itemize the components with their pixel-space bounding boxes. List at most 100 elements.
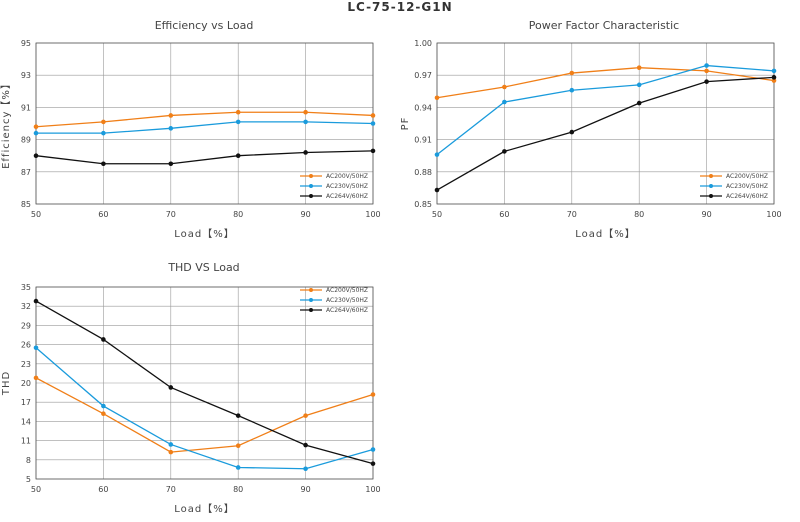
y-tick-label: 11: [21, 437, 31, 446]
data-point: [771, 68, 777, 74]
chart-title: Efficiency vs Load: [155, 19, 254, 32]
y-tick-label: 95: [21, 39, 31, 48]
x-tick-label: 50: [31, 485, 41, 494]
data-point: [33, 153, 39, 158]
y-tick-label: 23: [21, 360, 31, 369]
legend-marker: [709, 194, 713, 198]
data-point: [235, 413, 241, 418]
x-tick-label: 90: [702, 210, 712, 219]
y-tick-label: 0.97: [414, 71, 432, 80]
y-tick-label: 14: [21, 417, 31, 426]
y-tick-label: 8: [26, 456, 31, 465]
x-tick-label: 60: [98, 485, 108, 494]
x-tick-label: 90: [301, 210, 311, 219]
x-tick-label: 50: [31, 210, 41, 219]
legend-marker: [709, 174, 713, 178]
series-line: [35, 150, 374, 165]
y-tick-label: 0.88: [414, 168, 432, 177]
data-point: [569, 129, 575, 135]
chart-thd: THD VS Load 5 8 11 14 17 20 23 26 29 32 35 50 60 70 80 9…: [1, 261, 381, 515]
data-point: [33, 124, 39, 130]
chart-title: THD VS Load: [167, 261, 239, 274]
y-tick-label: 35: [21, 283, 31, 292]
plot-frame: [436, 42, 775, 205]
x-axis-label: Load【%】: [174, 228, 235, 240]
x-tick-label: 80: [233, 210, 243, 219]
y-axis-label: THD: [1, 371, 12, 396]
y-tick-label: 26: [21, 341, 31, 350]
x-axis-label: Load【%】: [174, 503, 235, 515]
y-tick-label: 87: [21, 168, 31, 177]
chart-efficiency: Efficiency vs Load 85 87 89 91 93 95 50 60 70 80 90…: [0, 19, 381, 240]
data-point: [168, 385, 174, 390]
data-point: [303, 150, 308, 155]
data-point: [33, 130, 39, 136]
y-axis-label: PF: [400, 117, 411, 131]
x-axis-label: Load【%】: [575, 228, 636, 240]
x-tick-label: 100: [365, 485, 380, 494]
legend-label: AC230V/50HZ: [326, 297, 368, 304]
legend-label: AC264V/60HZ: [726, 193, 768, 200]
data-point: [168, 113, 174, 118]
legend-marker: [709, 184, 713, 188]
x-tick-label: 80: [634, 210, 644, 219]
data-point: [704, 79, 709, 84]
plot-frame: [35, 286, 374, 480]
data-point: [771, 75, 777, 80]
y-tick-label: 91: [21, 103, 31, 112]
data-point: [502, 84, 507, 90]
y-tick-label: 1.00: [414, 39, 432, 48]
data-point: [235, 153, 241, 158]
data-point: [370, 447, 376, 452]
data-point: [303, 119, 308, 125]
y-tick-label: 93: [21, 71, 31, 80]
x-tick-label: 70: [567, 210, 577, 219]
data-point: [303, 466, 308, 472]
series-line: [35, 377, 374, 453]
data-point: [33, 298, 39, 304]
data-point: [168, 161, 174, 167]
y-tick-label: 85: [21, 200, 31, 209]
data-point: [33, 345, 39, 351]
series-line: [36, 121, 374, 134]
data-point: [370, 461, 376, 466]
data-point: [370, 121, 376, 126]
y-tick-label: 0.94: [414, 103, 432, 112]
x-tick-label: 100: [365, 210, 380, 219]
series-line: [35, 111, 374, 128]
data-point: [704, 68, 709, 74]
x-tick-label: 70: [166, 485, 176, 494]
y-axis-label: Efficiency【%】: [0, 78, 12, 169]
data-point: [434, 152, 440, 157]
chart-power-factor: Power Factor Characteristic 0.85 0.88 0.91 0…: [400, 19, 782, 240]
data-point: [168, 449, 174, 455]
data-point: [502, 99, 507, 105]
legend-marker: [309, 194, 313, 198]
series-line: [436, 76, 775, 191]
series-line: [436, 64, 775, 156]
data-point: [101, 337, 106, 342]
legend-marker: [309, 298, 313, 302]
series-line: [35, 300, 374, 465]
data-point: [235, 465, 241, 470]
data-point: [370, 113, 376, 118]
legend-marker: [309, 288, 313, 292]
y-tick-label: 5: [26, 475, 31, 484]
x-tick-label: 70: [166, 210, 176, 219]
data-point: [434, 95, 440, 101]
data-point: [101, 411, 106, 417]
chart-title: Power Factor Characteristic: [529, 19, 679, 32]
x-tick-label: 90: [301, 485, 311, 494]
data-point: [101, 403, 106, 409]
x-tick-label: 80: [233, 485, 243, 494]
x-tick-label: 60: [499, 210, 509, 219]
x-tick-label: 60: [98, 210, 108, 219]
data-point: [235, 109, 241, 115]
data-point: [168, 126, 174, 131]
legend-label: AC264V/60HZ: [326, 307, 368, 314]
data-point: [370, 148, 376, 154]
y-tick-label: 0.85: [414, 200, 432, 209]
y-tick-label: 29: [21, 321, 31, 330]
